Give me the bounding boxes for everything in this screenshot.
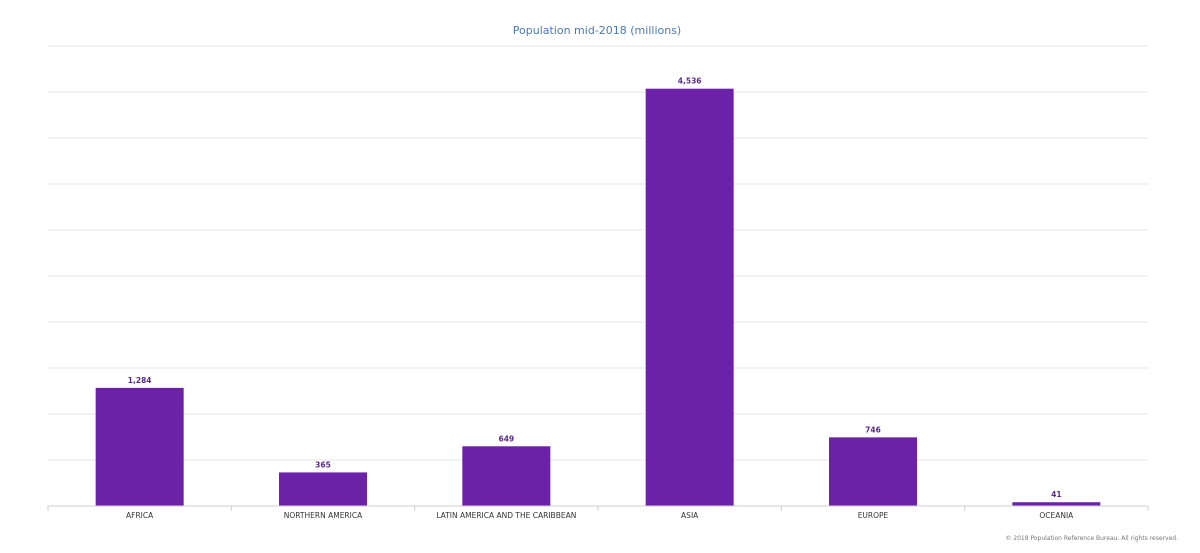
category-label: ASIA xyxy=(681,511,699,520)
x-axis: AFRICA NORTHERN AMERICA LATIN AMERICA AND … xyxy=(47,505,1149,520)
data-label: 649 xyxy=(499,434,515,443)
bar xyxy=(279,472,367,506)
chart-title: Population mid-2018 (millions) xyxy=(513,24,681,37)
data-label: 41 xyxy=(1051,490,1061,499)
category-label: OCEANIA xyxy=(1039,511,1074,520)
category-label: EUROPE xyxy=(858,511,889,520)
data-label: 4,536 xyxy=(678,77,702,86)
bar xyxy=(645,88,734,507)
gridlines xyxy=(48,45,1148,461)
bar xyxy=(95,387,184,506)
bar xyxy=(1012,502,1101,506)
copyright-credit: © 2018 Population Reference Bureau. All … xyxy=(1005,535,1178,542)
data-label: 365 xyxy=(315,460,331,469)
category-label: AFRICA xyxy=(126,511,154,520)
category-label: LATIN AMERICA AND THE CARIBBEAN xyxy=(436,511,576,520)
bars: 1,284 365 649 4,536 746 41 xyxy=(95,77,1101,507)
category-label: NORTHERN AMERICA xyxy=(284,511,363,520)
bar xyxy=(829,437,917,506)
data-label: 746 xyxy=(865,425,881,434)
data-label: 1,284 xyxy=(128,376,152,385)
bar xyxy=(462,446,551,506)
